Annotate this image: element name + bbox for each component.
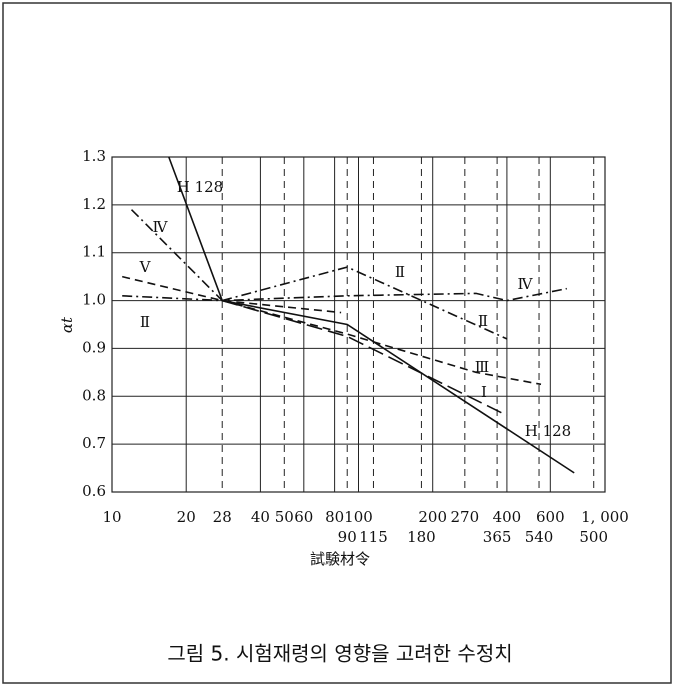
y-tick-label: 0.9 <box>82 338 106 356</box>
x-tick-label: 80 <box>325 508 344 526</box>
y-tick-label: 0.7 <box>82 434 106 452</box>
series-line <box>130 209 567 302</box>
x-tick-label: 100 <box>344 508 373 526</box>
x-tick-label: 365 <box>483 528 512 546</box>
series-label: Ⅴ <box>139 258 152 276</box>
series-label: H 128 <box>177 178 223 196</box>
x-tick-label: 115 <box>359 528 388 546</box>
series-label: Ⅱ <box>478 312 488 330</box>
x-tick-label: 10 <box>102 508 121 526</box>
y-tick-label: 1.3 <box>82 147 106 165</box>
x-tick-label: 1, 000 <box>581 508 629 526</box>
caption: 그림 5. 시험재령의 영향을 고려한 수정치 <box>167 642 512 666</box>
series-label: Ⅱ <box>140 313 150 331</box>
series-line <box>122 266 508 340</box>
series-label: Ⅲ <box>475 358 489 376</box>
series-line <box>168 156 575 474</box>
x-tick-label: 40 <box>251 508 270 526</box>
series-label: Ⅳ <box>153 218 169 236</box>
y-tick-label: 0.8 <box>82 386 106 404</box>
x-tick-label: 540 <box>525 528 554 546</box>
x-tick-label: 180 <box>407 528 436 546</box>
x-tick-label: 50 <box>275 508 294 526</box>
series-line <box>222 299 542 386</box>
y-tick-label: 1.0 <box>82 291 106 309</box>
y-axis-label: αt <box>58 316 76 333</box>
series-line <box>122 275 342 314</box>
x-tick-label: 90 <box>338 528 357 546</box>
y-tick-label: 0.6 <box>82 482 106 500</box>
y-tick-label: 1.2 <box>82 195 106 213</box>
series-label: H 128 <box>525 422 571 440</box>
x-tick-label: 600 <box>536 508 565 526</box>
y-tick-label: 1.1 <box>82 243 106 261</box>
plot-frame <box>111 156 606 493</box>
series-line <box>222 299 508 417</box>
x-tick-label: 500 <box>579 528 608 546</box>
x-tick-label: 28 <box>213 508 232 526</box>
series-label: Ⅰ <box>481 383 487 401</box>
x-tick-label: 270 <box>451 508 480 526</box>
x-tick-label: 400 <box>493 508 522 526</box>
series-label: Ⅳ <box>518 275 534 293</box>
x-axis-label: 試験材令 <box>310 550 370 568</box>
x-tick-label: 60 <box>294 508 313 526</box>
series-label: Ⅱ <box>395 263 405 281</box>
x-tick-label: 20 <box>177 508 196 526</box>
x-tick-label: 200 <box>418 508 447 526</box>
